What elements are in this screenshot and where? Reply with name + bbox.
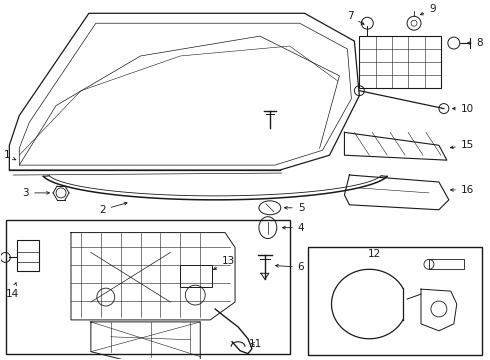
Bar xyxy=(359,36,441,88)
Text: 15: 15 xyxy=(450,140,474,150)
Text: 6: 6 xyxy=(275,262,304,272)
Text: 5: 5 xyxy=(285,203,304,213)
Text: 3: 3 xyxy=(23,188,49,198)
Bar xyxy=(180,265,212,287)
Text: 16: 16 xyxy=(451,185,474,195)
Text: 11: 11 xyxy=(248,339,262,349)
Bar xyxy=(308,247,482,355)
Text: 7: 7 xyxy=(347,11,364,24)
Text: 9: 9 xyxy=(420,4,436,15)
Text: 4: 4 xyxy=(283,222,304,233)
Text: 2: 2 xyxy=(99,202,127,215)
Bar xyxy=(17,239,39,271)
Text: 14: 14 xyxy=(5,283,19,299)
Bar xyxy=(6,220,290,354)
Text: 13: 13 xyxy=(214,256,235,270)
Text: 8: 8 xyxy=(467,38,483,48)
Text: 10: 10 xyxy=(453,104,474,113)
Text: 12: 12 xyxy=(368,249,381,260)
Text: 1: 1 xyxy=(3,150,16,160)
Bar xyxy=(429,260,464,269)
